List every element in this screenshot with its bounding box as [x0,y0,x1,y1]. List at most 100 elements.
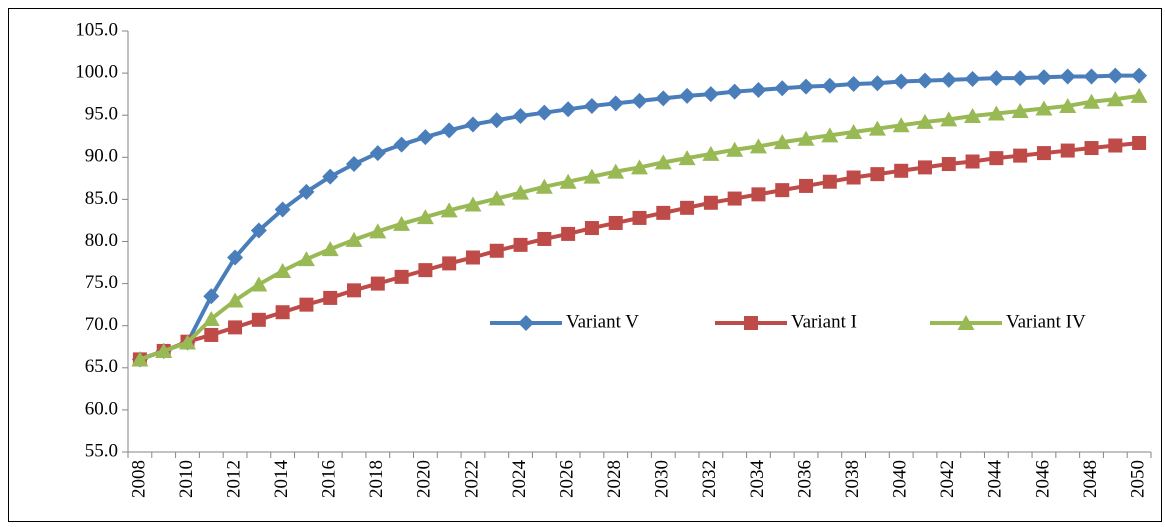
x-tick-label: 2022 [461,460,482,498]
data-point [178,334,196,350]
data-point [347,283,362,298]
data-point [489,243,504,258]
chart-border [8,8,1162,522]
series-line [139,140,1140,362]
legend-marker [744,316,758,330]
data-point [297,251,315,267]
y-tick-label: 65.0 [85,356,118,377]
data-point [679,87,696,104]
data-point [1107,67,1124,84]
data-point [821,127,839,143]
data-point [393,215,411,231]
data-point [417,129,434,146]
data-point [1012,70,1029,87]
data-point [298,183,315,200]
x-tick-label: 2050 [1127,460,1148,498]
data-point [560,101,577,118]
x-tick-label: 2034 [747,460,768,499]
y-tick-label: 85.0 [85,188,118,209]
x-tick-label: 2014 [271,460,292,499]
data-point [583,97,600,114]
data-point [1013,148,1028,163]
x-tick-label: 2048 [1080,460,1101,498]
x-tick-label: 2046 [1032,460,1053,498]
data-point [275,305,290,320]
data-point [1011,102,1029,118]
data-point [798,78,815,95]
data-point [274,262,292,278]
data-point [822,174,837,189]
data-point [321,241,339,257]
data-point [940,71,957,88]
data-point [797,130,815,146]
y-tick-label: 60.0 [85,398,118,419]
data-point [868,120,886,136]
data-point [870,167,885,182]
data-point [845,76,862,93]
data-point [941,157,956,172]
data-point [561,226,576,241]
data-point [654,154,672,170]
data-point [251,312,266,327]
data-point [488,112,505,129]
legend-label: Variant I [791,311,857,332]
x-tick-label: 2042 [937,460,958,498]
data-point [749,138,767,154]
data-point [226,292,244,308]
data-point [893,73,910,90]
data-point [228,320,243,335]
data-point [1035,100,1053,116]
data-point [680,200,695,215]
data-point [917,160,932,175]
data-point [702,145,720,161]
data-point [131,351,149,367]
data-point [631,159,648,175]
y-tick-label: 55.0 [85,440,118,461]
data-point [989,151,1004,166]
data-point [512,108,529,125]
data-point [987,105,1005,121]
x-tick-label: 2008 [128,460,149,498]
y-tick-label: 90.0 [85,146,118,167]
data-point [346,156,363,173]
data-point [464,196,482,212]
data-point [916,113,934,129]
data-point [726,141,744,157]
data-point [631,92,648,109]
y-tick-label: 105.0 [75,19,118,40]
data-point [370,276,385,291]
x-tick-label: 2038 [842,460,863,498]
data-point [726,83,743,100]
data-point [655,90,672,107]
data-point [1083,68,1100,85]
data-point [202,310,220,326]
data-point [869,75,886,92]
x-tick-label: 2018 [366,460,387,498]
data-point [608,215,623,230]
data-point [965,154,980,169]
x-tick-label: 2024 [509,460,530,499]
data-point [964,70,981,87]
data-point [607,95,624,112]
data-point [678,150,696,166]
x-tick-label: 2012 [223,460,244,498]
data-point [418,263,433,278]
data-point [1059,97,1077,113]
data-point [416,209,434,225]
data-point [964,108,982,124]
data-point [227,249,244,266]
x-tick-label: 2040 [890,460,911,498]
data-point [702,86,719,103]
y-tick-label: 75.0 [85,272,118,293]
data-point [204,327,219,342]
data-point [583,168,601,184]
data-point [656,205,671,220]
data-point [536,104,553,121]
data-point [442,256,457,271]
x-tick-label: 2044 [985,460,1006,499]
data-point [1059,68,1076,85]
data-point [440,202,458,218]
x-tick-label: 2020 [414,460,435,498]
x-tick-label: 2010 [176,460,197,498]
